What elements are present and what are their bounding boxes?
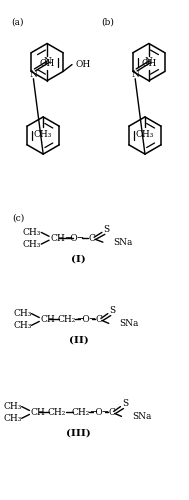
Text: CH₃: CH₃ (136, 130, 154, 139)
Text: (b): (b) (101, 17, 114, 26)
Text: (II): (II) (69, 336, 88, 344)
Text: S: S (110, 306, 116, 315)
Text: CH₂: CH₂ (48, 408, 66, 417)
Text: CH₃: CH₃ (13, 309, 31, 318)
Text: CH₂: CH₂ (71, 408, 90, 417)
Text: SNa: SNa (114, 238, 133, 246)
Text: CH₃: CH₃ (3, 414, 22, 423)
Text: N: N (29, 70, 37, 80)
Text: C: C (89, 234, 96, 243)
Text: (a): (a) (11, 17, 23, 26)
Text: CH₃: CH₃ (23, 228, 41, 237)
Text: (I): (I) (71, 254, 86, 264)
Text: CH: CH (40, 315, 55, 324)
Text: OH: OH (141, 58, 156, 68)
Text: CH₃: CH₃ (3, 402, 22, 411)
Text: N: N (145, 56, 153, 66)
Text: CH: CH (50, 234, 65, 243)
Text: (III): (III) (66, 428, 91, 438)
Text: CH₃: CH₃ (13, 321, 31, 330)
Text: OH: OH (75, 60, 90, 69)
Text: ─O─: ─O─ (65, 234, 84, 243)
Text: SNa: SNa (132, 412, 152, 421)
Text: (c): (c) (12, 214, 24, 223)
Text: ─O─: ─O─ (90, 408, 108, 417)
Text: S: S (104, 225, 110, 234)
Text: C: C (95, 315, 102, 324)
Text: CH: CH (30, 408, 45, 417)
Text: CH₃: CH₃ (23, 240, 41, 248)
Text: N: N (131, 70, 139, 80)
Text: SNa: SNa (119, 319, 139, 328)
Text: CH₃: CH₃ (34, 130, 52, 139)
Text: ─O─: ─O─ (77, 315, 95, 324)
Text: C: C (108, 408, 115, 417)
Text: CH₂: CH₂ (57, 315, 76, 324)
Text: S: S (122, 399, 129, 408)
Text: N: N (43, 56, 51, 66)
Text: OH: OH (40, 58, 55, 68)
